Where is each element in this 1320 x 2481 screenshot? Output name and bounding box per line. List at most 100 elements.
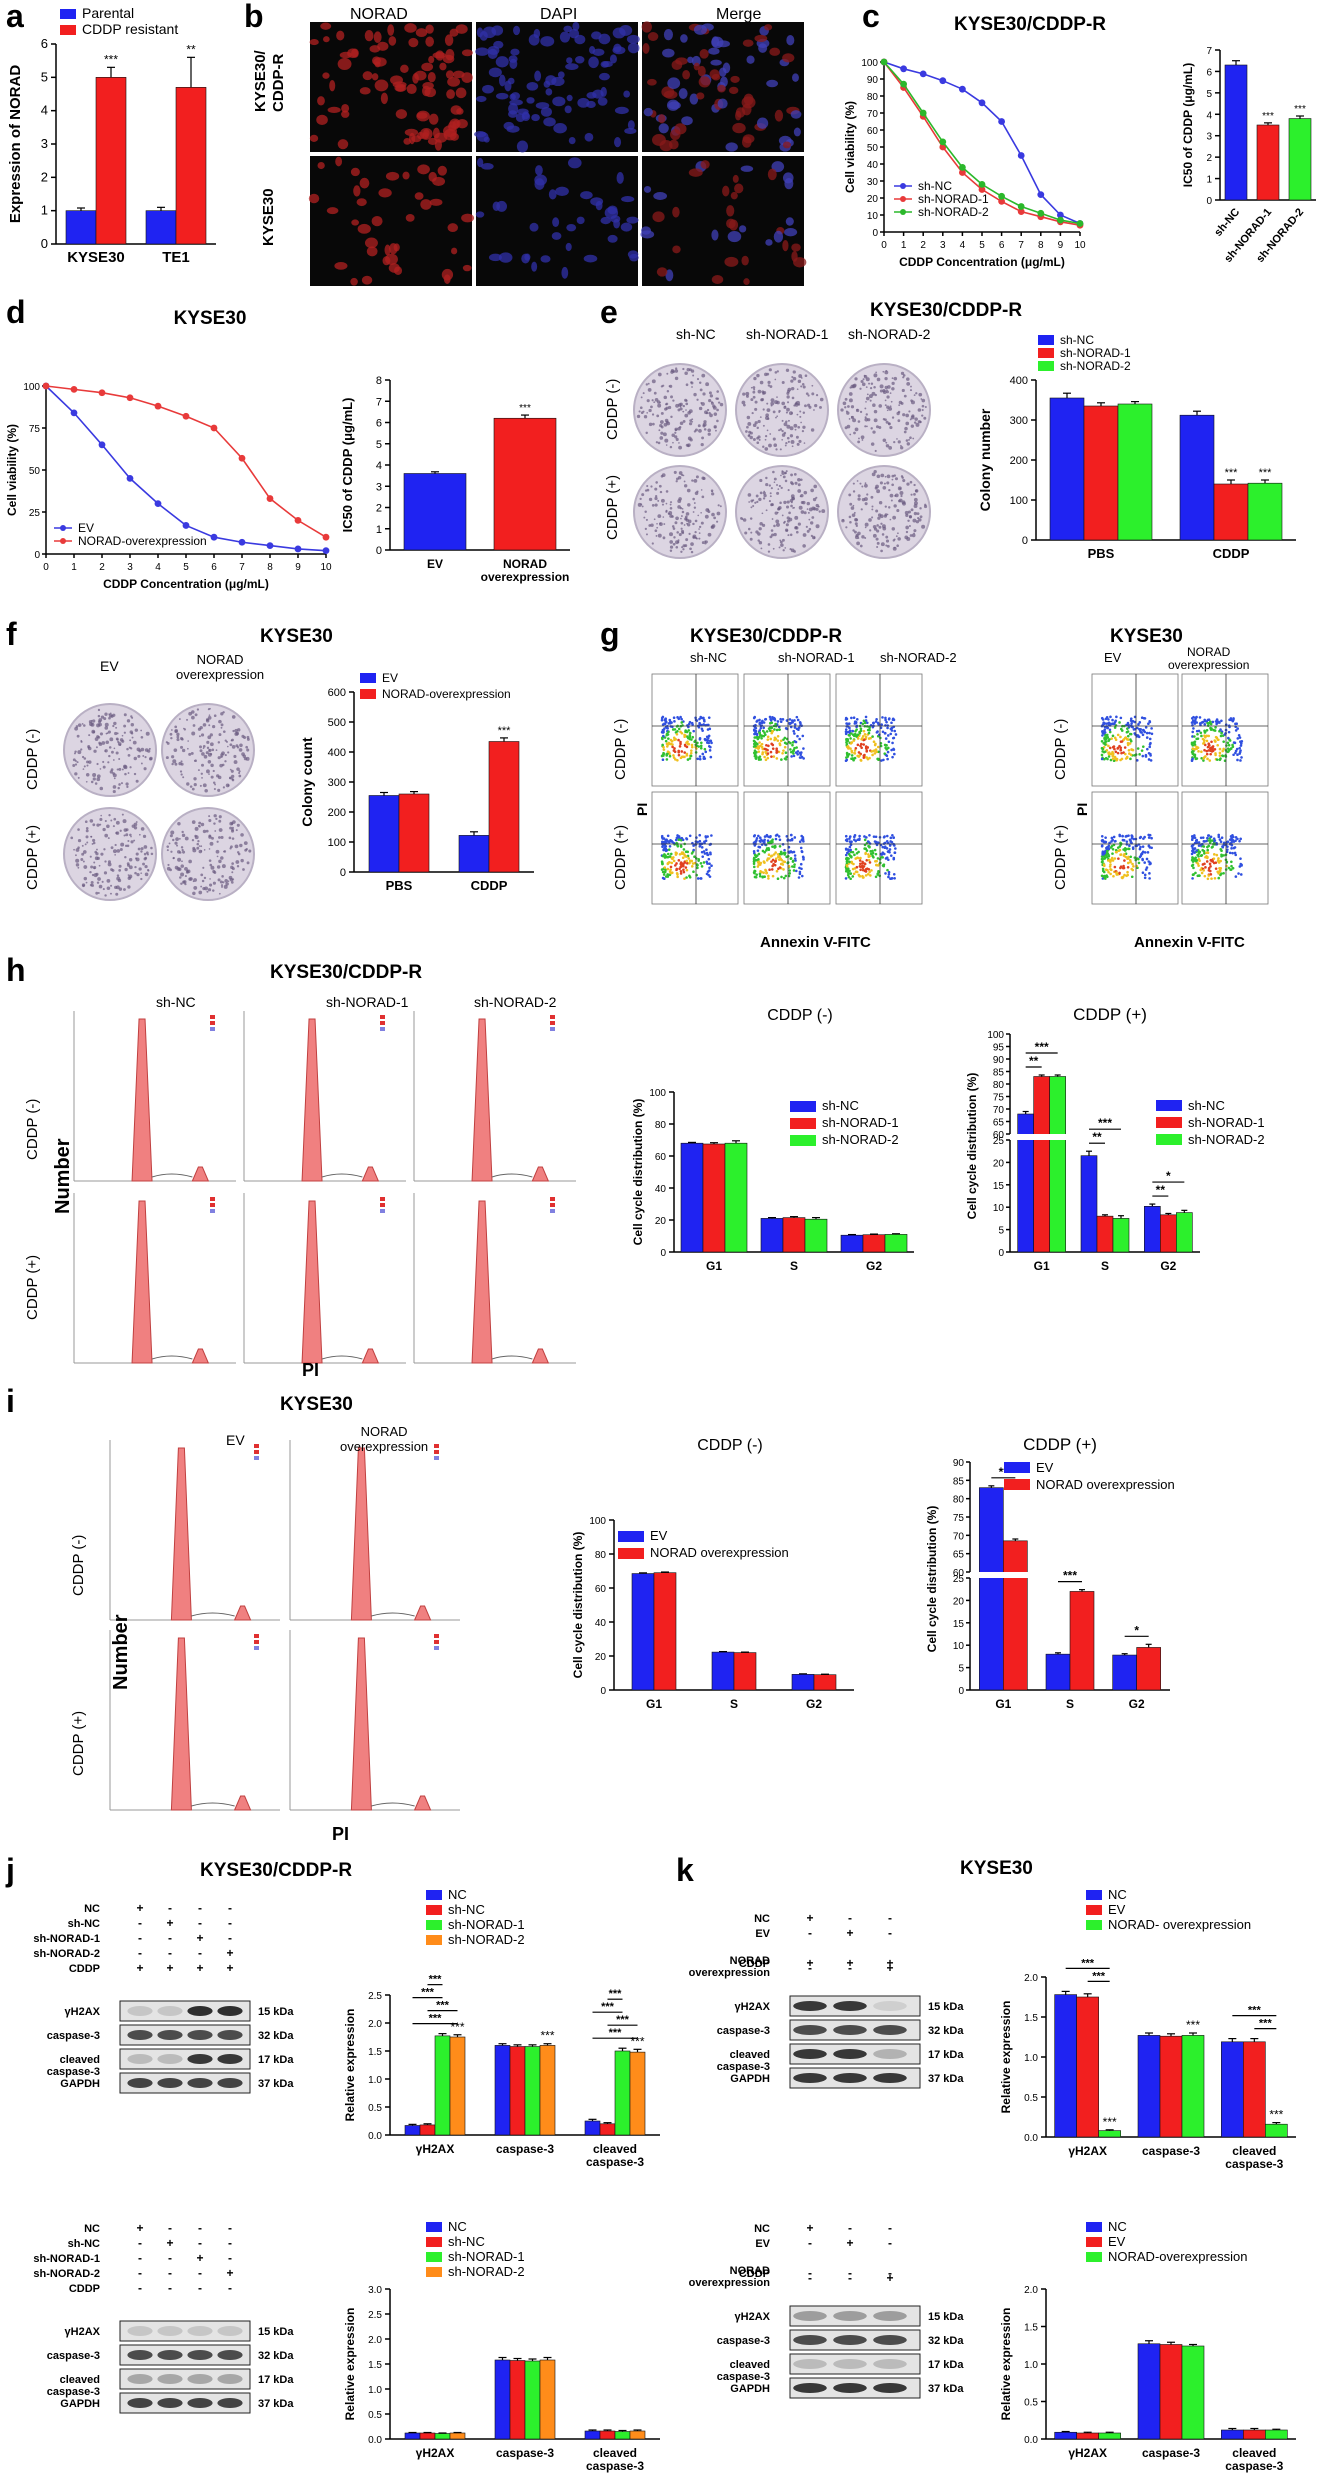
colony [786,519,790,523]
event-dot [1140,716,1144,720]
event-dot [1126,727,1129,730]
colony [763,493,767,498]
event-dot [875,717,878,721]
colony [76,761,79,764]
cell-mark [693,24,707,35]
panel-i-row-cddp-plus: CDDP (+) [70,1710,87,1776]
colony [639,406,643,410]
event-dot [1126,734,1130,738]
event-dot [1148,737,1152,741]
event-dot [752,841,756,844]
cell-mark [477,157,484,168]
colony [107,837,110,840]
event-dot [872,835,876,838]
colony [217,756,221,760]
colony [754,421,758,425]
event-dot [1115,715,1118,719]
colony [206,769,210,774]
g2-peak [413,1605,432,1621]
event-dot [1114,738,1118,741]
data-point [126,394,134,402]
cell-mark [357,223,371,234]
event-dot [1109,752,1113,756]
colony [682,548,685,551]
event-dot [704,750,708,754]
event-dot [856,743,860,747]
event-dot [782,738,785,741]
colony [226,745,229,748]
colony [750,386,753,389]
event-dot [680,731,684,735]
blot-mark: - [848,1961,852,1975]
colony [102,888,105,891]
colony [875,371,877,374]
colony [795,530,799,534]
colony [220,712,224,716]
cell-mark [447,223,459,233]
panel-h-ylabel: Number [52,1138,74,1214]
colony [750,531,753,534]
event-dot [1193,735,1196,738]
colony [115,751,119,755]
colony [864,502,868,506]
colony [669,384,673,388]
event-dot [886,734,890,737]
event-dot [755,837,759,840]
colony [783,521,786,524]
event-dot [1122,751,1125,754]
colony [700,521,704,525]
significance-label: *** [1294,104,1306,115]
event-dot [681,863,685,867]
event-dot [1211,845,1214,849]
colony [775,448,778,451]
event-dot [683,877,686,880]
event-dot [849,737,852,740]
cell-mark [710,59,722,66]
event-dot [1233,846,1237,849]
event-dot [887,875,890,879]
event-dot [1221,749,1224,753]
event-dot [1196,862,1200,865]
event-dot [1120,740,1124,743]
event-dot [1231,851,1234,855]
colony [866,393,869,396]
colony [757,539,760,542]
colony [875,509,879,513]
colony [645,383,648,386]
colony [799,415,802,418]
event-dot [665,745,669,748]
event-dot [1227,743,1231,747]
y-tick-label: 30 [867,177,879,188]
colony [775,519,780,524]
colony [91,873,95,877]
event-dot [768,729,772,732]
colony [223,850,227,853]
event-dot [667,737,670,740]
event-dot [861,722,865,726]
colony [203,849,206,851]
event-dot [1124,752,1127,756]
blot-band [217,2030,243,2040]
colony [848,418,851,420]
cell-mark [428,113,439,125]
colony [180,762,184,766]
colony [674,431,677,434]
colony [107,862,112,867]
event-dot [858,754,861,757]
colony [209,878,211,880]
cell-mark [385,253,398,265]
colony [771,503,774,507]
colony [892,546,897,551]
event-dot [1203,743,1207,747]
event-dot [845,725,849,728]
event-dot [1122,864,1125,868]
event-dot [1200,871,1204,875]
colony [853,511,856,514]
colony [875,425,879,429]
event-dot [765,730,769,733]
colony [797,522,801,526]
event-dot [1101,723,1105,727]
data-point [998,198,1005,205]
event-dot [1207,718,1211,721]
colony [694,530,697,534]
